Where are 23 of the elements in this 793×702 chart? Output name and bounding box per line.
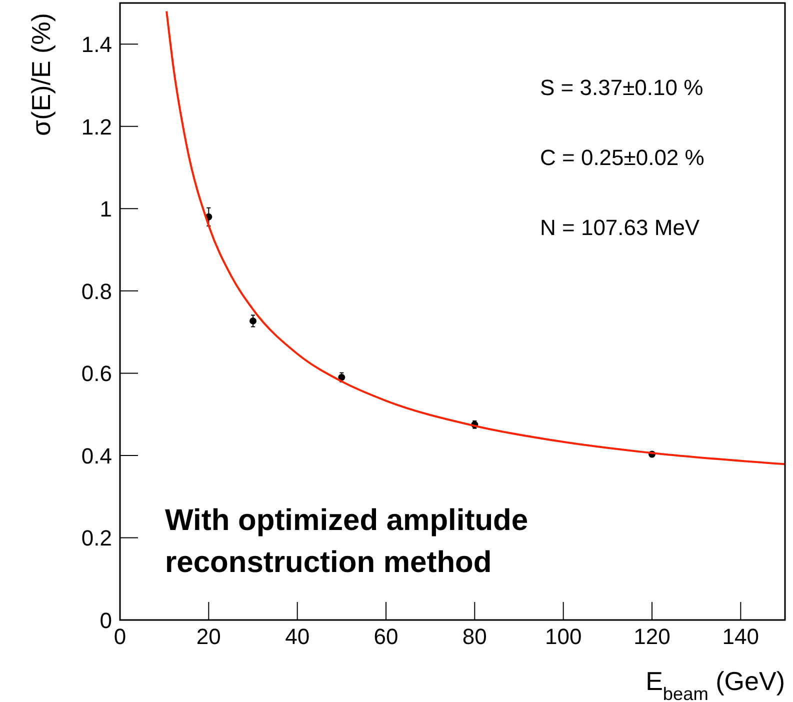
y-tick-label: 0.8 xyxy=(81,278,112,304)
x-tick-label: 60 xyxy=(374,624,398,649)
annotation: S = 3.37±0.10 % xyxy=(540,75,704,100)
x-axis-title: E$_{beam}$ (GeV) xyxy=(646,666,785,702)
y-tick-label: 0.6 xyxy=(81,361,112,386)
y-tick-label: 1 xyxy=(100,196,112,222)
y-tick-label: 1.2 xyxy=(81,114,112,140)
y-tick-label: 0 xyxy=(100,608,112,633)
point xyxy=(250,317,256,324)
x-tick-label: 20 xyxy=(196,624,221,649)
annotation: With optimized amplitude reconstruction method xyxy=(165,504,528,579)
x-tick-label: 100 xyxy=(544,624,582,649)
x-tick-label: 140 xyxy=(722,624,760,649)
y-tick-label: 1.4 xyxy=(81,32,112,58)
x-tick-label: 80 xyxy=(462,624,487,649)
y-tick-label: 0.2 xyxy=(81,526,112,551)
x-tick-label: 40 xyxy=(285,624,310,649)
y-tick-label: 0.4 xyxy=(81,443,112,468)
line-series xyxy=(166,10,785,466)
y-axis-title: σ(E)/E (%) xyxy=(26,13,56,136)
annotation: N = 107.63 MeV xyxy=(540,215,700,240)
x-tick-label: 120 xyxy=(634,624,670,649)
annotation: C = 0.25±0.02 % xyxy=(540,145,704,170)
